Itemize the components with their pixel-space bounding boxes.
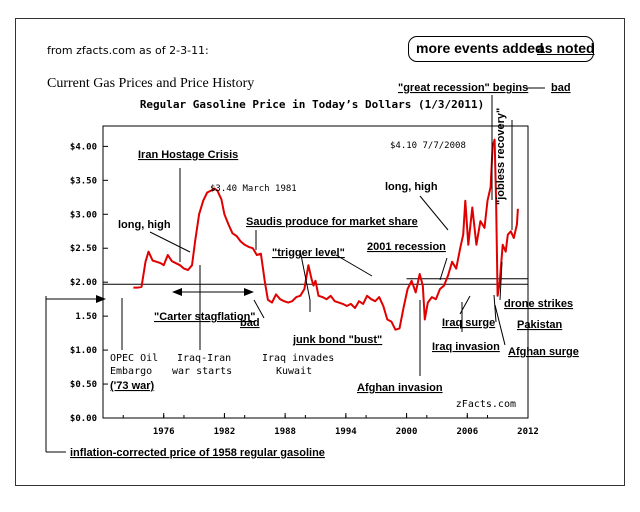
series-line [133,138,519,331]
note-trigger: "trigger level" [272,247,345,259]
note-iraq-surge: Iraq surge [442,317,495,329]
note-long-high-1: long, high [118,219,171,231]
note-opec-3: ('73 war) [110,380,155,392]
note-iran-hostage: Iran Hostage Crisis [138,149,238,161]
note-iraq-iran-1: Iraq-Iran [177,353,231,364]
note-drone: drone strikes [504,298,573,310]
chart-title: Regular Gasoline Price in Today’s Dollar… [140,98,484,111]
banner-text: more events added [416,40,544,56]
note-jobless: "jobless recovery" [495,108,507,205]
y-tick-label: $0.00 [70,414,97,424]
note-recession-2001: 2001 recession [367,241,446,253]
x-tick-label: 2006 [456,427,478,437]
y-tick-label: $3.00 [70,210,97,220]
y-axis: $0.00 $0.50 $1.00 1.50 $2.00 $2.50 $3.00 $3.50 $… [70,142,108,424]
x-tick-label: 2000 [396,427,418,437]
note-saudis: Saudis produce for market share [246,216,418,228]
events-banner [408,36,594,62]
x-tick-label: 1988 [274,427,296,437]
note-great-recession: "great recession" begins [398,82,528,94]
x-tick-label: 1982 [214,427,236,437]
note-opec-2: Embargo [110,366,152,377]
x-tick-label: 2012 [517,427,539,437]
annotation-leaders [45,87,545,453]
y-tick-label: $3.50 [70,176,97,186]
arrow-right-icon [244,288,254,296]
note-bad-2: bad [240,317,260,329]
arrow-left-icon [172,288,182,296]
note-iraq-invasion: Iraq invasion [432,341,500,353]
annotations: $4.10 7/7/2008 $3.40 March 1981 Iran Hos… [110,82,579,394]
y-tick-label: $2.50 [70,244,97,254]
note-afghan-surge: Afghan surge [508,346,579,358]
note-long-high-2: long, high [385,181,438,193]
banner-link[interactable]: as noted [537,40,595,56]
y-tick-label: 1.50 [75,312,97,322]
note-bad-1: bad [551,82,571,94]
note-iraq-kuwait-1: Iraq invades [262,353,334,364]
watermark: zFacts.com [456,399,516,410]
y-tick-label: $1.00 [70,346,97,356]
page-heading: Current Gas Prices and Price History [47,76,255,91]
x-tick-label: 1976 [153,427,175,437]
note-afghan-invasion: Afghan invasion [357,382,443,394]
x-axis: 1976 1982 1988 1994 2000 2006 2012 [122,413,539,437]
source-note: from zfacts.com as of 2-3-11: [47,44,209,57]
plot-area [102,125,529,419]
note-junk-bond: junk bond "bust" [292,334,382,346]
y-tick-label: $2.00 [70,278,97,288]
note-iraq-iran-2: war starts [172,366,232,377]
note-peak-1981: $3.40 March 1981 [210,184,297,194]
page-frame [15,18,625,486]
note-opec-1: OPEC Oil [110,353,158,364]
ref-level-label: inflation-corrected price of 1958 regula… [70,447,325,459]
note-peak-2008: $4.10 7/7/2008 [390,141,466,151]
x-tick-label: 1994 [335,427,357,437]
arrow-ref-icon [96,295,106,303]
note-pakistan: Pakistan [517,319,563,331]
y-tick-label: $0.50 [70,380,97,390]
note-carter: "Carter stagflation" [154,311,256,323]
note-iraq-kuwait-2: Kuwait [276,366,312,377]
y-tick-label: $4.00 [70,142,97,152]
